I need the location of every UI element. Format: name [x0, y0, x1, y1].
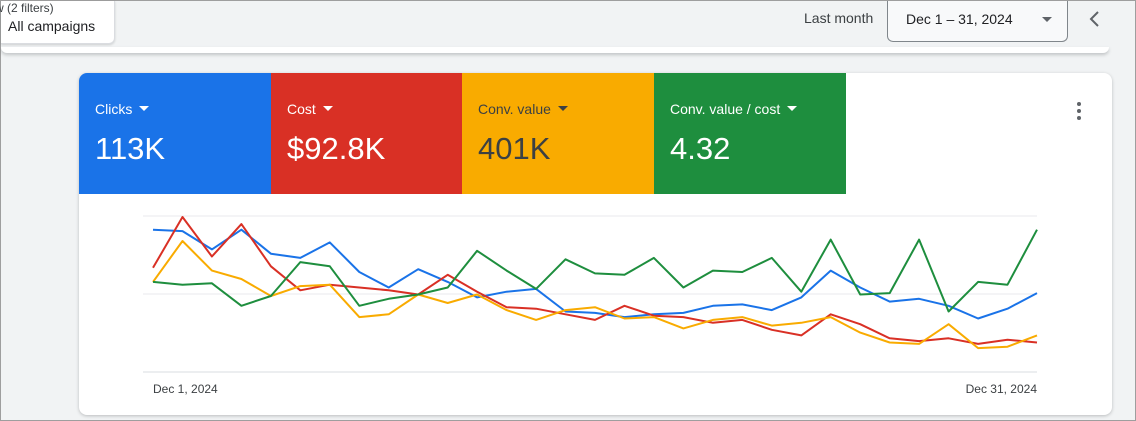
- dropdown-caret-icon: [557, 105, 568, 111]
- metric-tile-conv-value[interactable]: Conv. value 401K: [462, 73, 654, 194]
- more-vert-icon-dot: [1077, 109, 1081, 113]
- x-tick-label-start: Dec 1, 2024: [153, 382, 218, 396]
- line-chart: Dec 1, 2024 Dec 31, 2024: [143, 215, 1038, 396]
- metric-label: Conv. value / cost: [670, 101, 798, 117]
- series-line-conv-value-cost: [152, 229, 1038, 313]
- performance-chart-card: Clicks 113K Cost $92.8K Conv. value 401K…: [79, 73, 1112, 415]
- series-line-clicks: [152, 228, 1038, 320]
- toolbar-panel-edge: [1, 47, 1109, 53]
- dropdown-caret-icon: [787, 105, 798, 111]
- previous-period-button[interactable]: [1081, 5, 1109, 33]
- metric-label: Clicks: [95, 101, 150, 117]
- chart-x-axis: Dec 1, 2024 Dec 31, 2024: [153, 382, 1037, 396]
- more-options-button[interactable]: [1069, 100, 1089, 122]
- metric-tile-clicks[interactable]: Clicks 113K: [79, 73, 271, 194]
- date-range-label: Last month: [804, 10, 874, 26]
- dropdown-caret-icon: [1042, 17, 1052, 22]
- series-line-cost: [152, 216, 1038, 345]
- x-tick-label-end: Dec 31, 2024: [966, 382, 1038, 396]
- date-range-value: Dec 1 – 31, 2024: [906, 11, 1013, 27]
- metric-value: 113K: [95, 131, 166, 166]
- date-range-select[interactable]: Dec 1 – 31, 2024: [887, 1, 1068, 42]
- metric-label: Cost: [287, 101, 333, 117]
- more-vert-icon-dot: [1077, 116, 1081, 120]
- metric-tile-conv-value-per-cost[interactable]: Conv. value / cost 4.32: [654, 73, 846, 194]
- metric-value: 401K: [478, 131, 551, 166]
- metric-tile-cost[interactable]: Cost $92.8K: [271, 73, 463, 194]
- filter-campaigns-label: All campaigns: [8, 18, 96, 34]
- metric-value: $92.8K: [287, 131, 386, 166]
- filter-count-label: w (2 filters): [0, 1, 54, 15]
- dropdown-caret-icon: [322, 105, 333, 111]
- campaign-filter-chip[interactable]: w (2 filters) All campaigns: [0, 1, 115, 44]
- series-line-conv-value: [152, 240, 1038, 350]
- chart-series: [152, 216, 1038, 350]
- chevron-left-icon: [1089, 11, 1099, 27]
- metric-value: 4.32: [670, 131, 731, 166]
- metric-label: Conv. value: [478, 101, 568, 117]
- more-vert-icon: [1077, 102, 1081, 106]
- dropdown-caret-icon: [139, 105, 150, 111]
- toolbar: w (2 filters) All campaigns Last month D…: [0, 1, 1135, 53]
